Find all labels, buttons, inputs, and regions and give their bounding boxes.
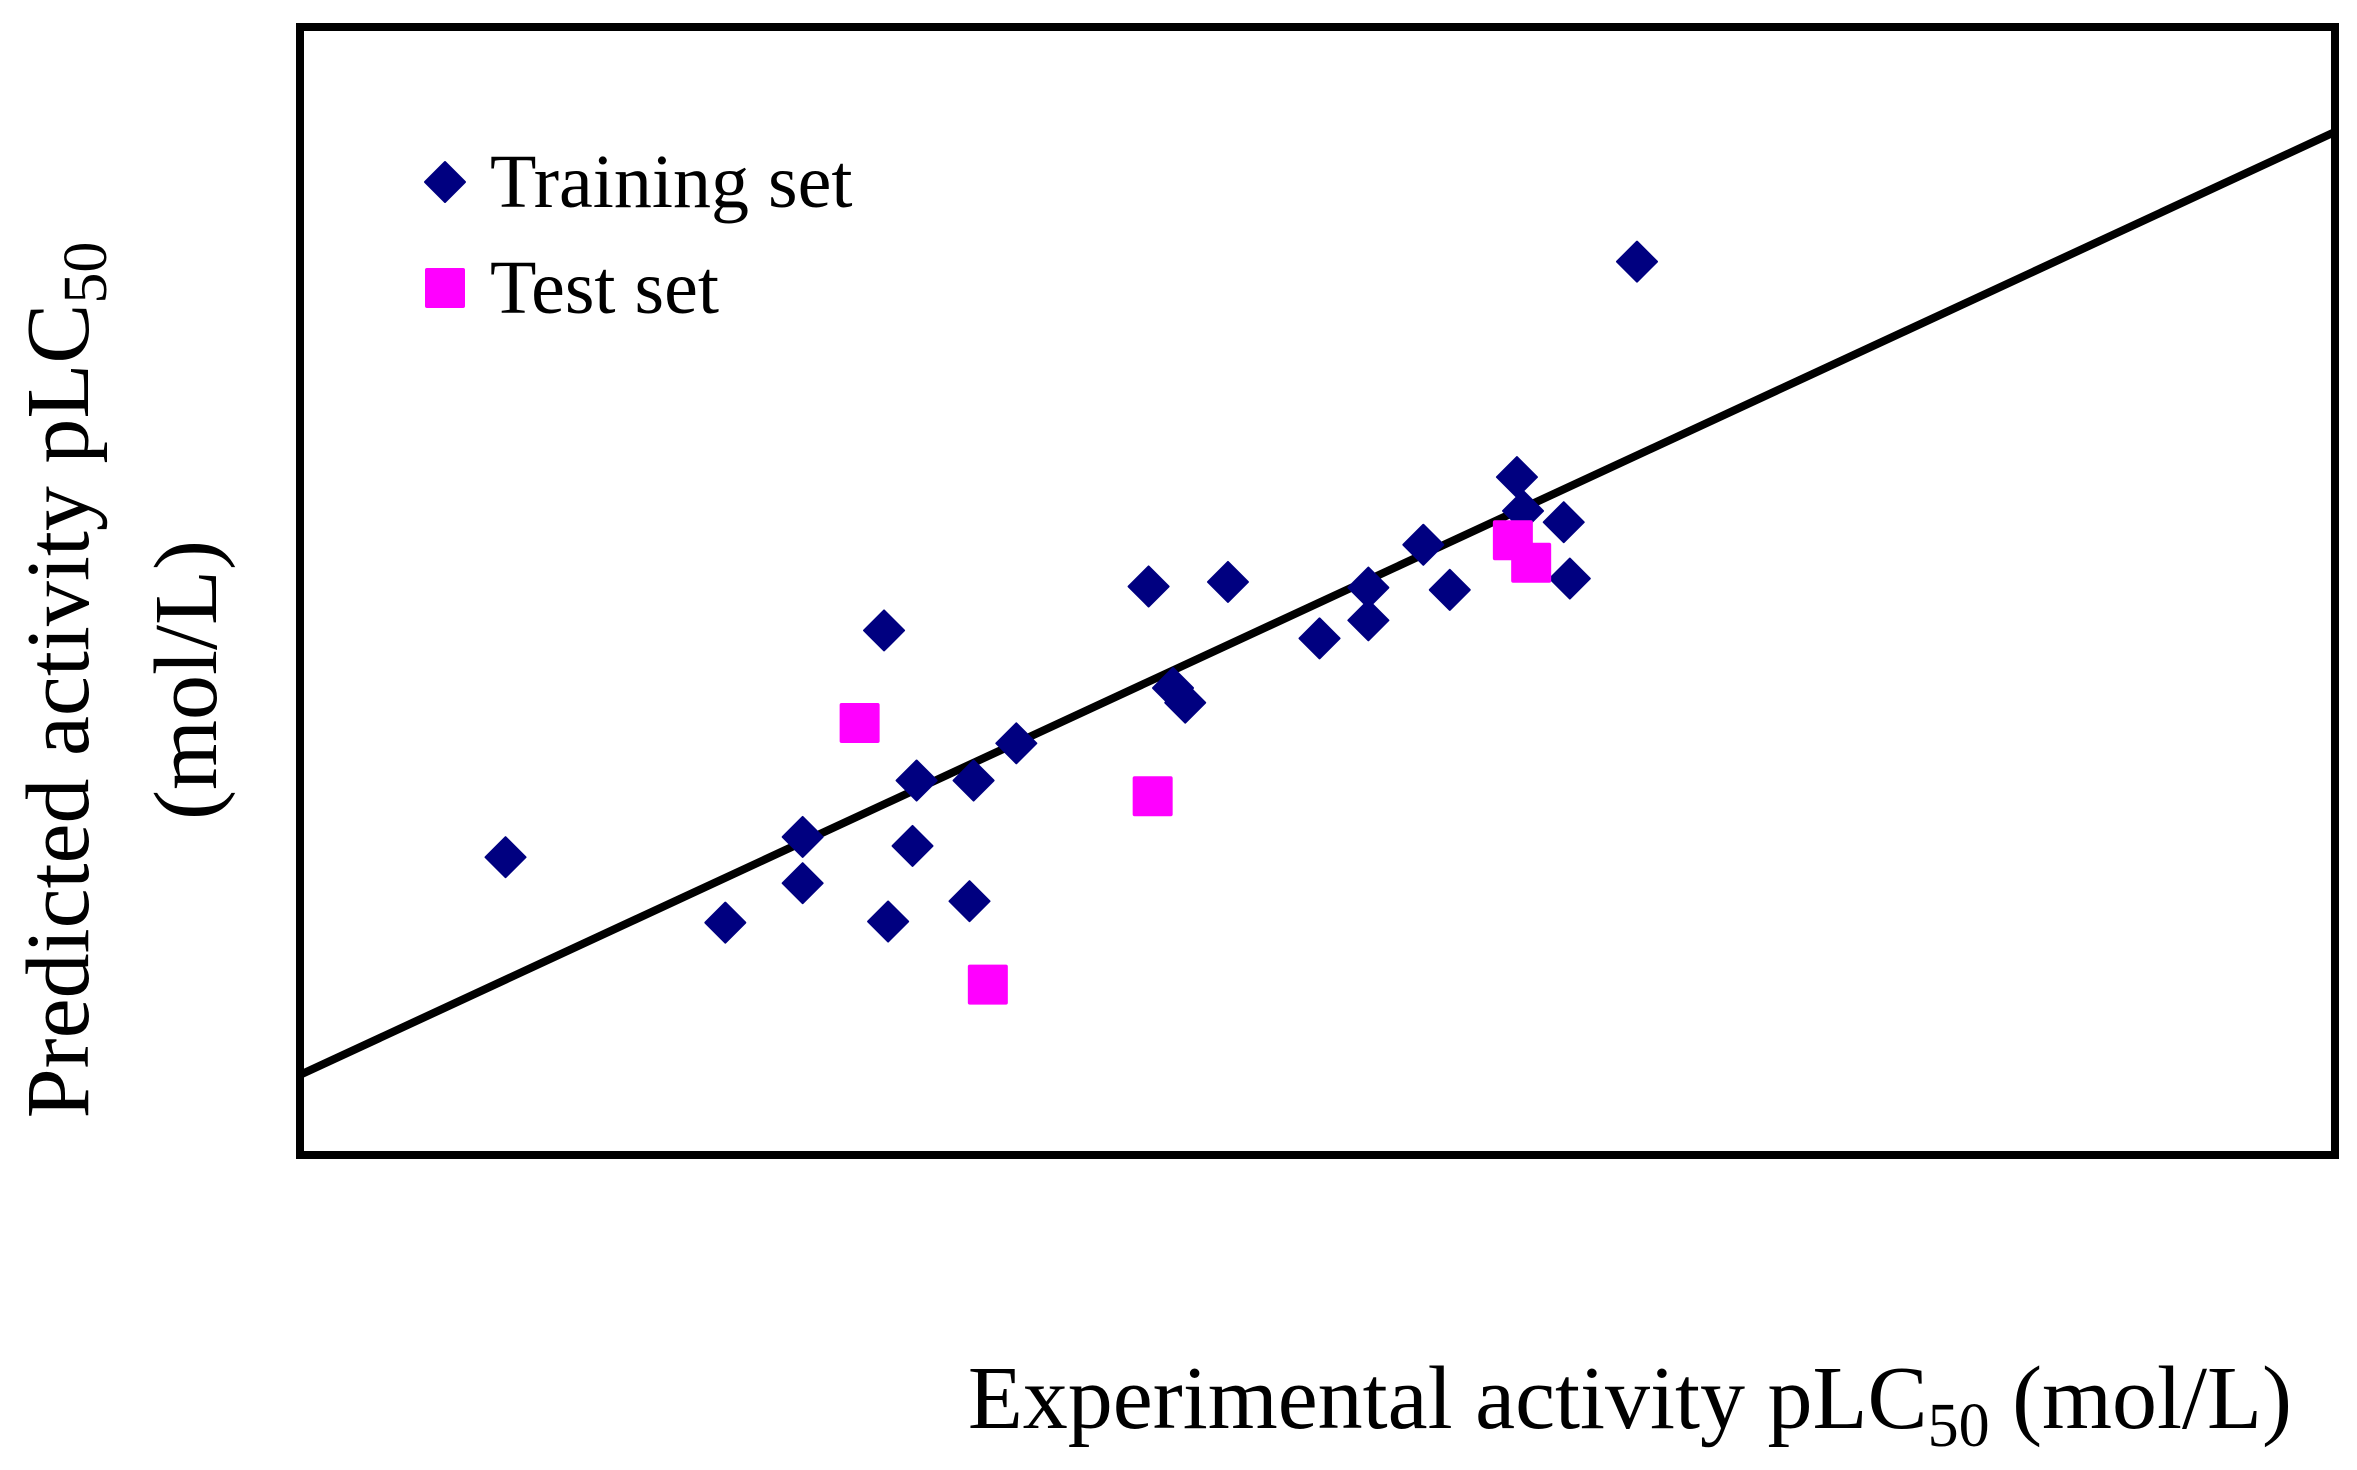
legend-item-test: Test set: [425, 246, 719, 330]
legend-item-training: Training set: [424, 140, 852, 224]
x-axis-label-suffix: (mol/L): [1990, 1349, 2292, 1448]
legend-diamond-marker: [424, 161, 466, 203]
training-point: [995, 722, 1038, 765]
points-layer: [484, 240, 1658, 1005]
training-point: [952, 759, 995, 802]
x-axis-label-main: Experimental activity pLC: [968, 1349, 1928, 1448]
x-axis-label-subscript: 50: [1928, 1392, 1990, 1460]
test-point: [839, 702, 880, 743]
training-point: [704, 901, 747, 944]
training-point: [1164, 681, 1207, 724]
plot-area-frame: [296, 23, 2339, 1159]
training-point: [1542, 501, 1585, 544]
test-point: [1511, 542, 1552, 583]
training-point: [1548, 557, 1591, 600]
training-point: [1428, 568, 1471, 611]
training-point: [1402, 523, 1445, 566]
x-axis-label: Experimental activity pLC50 (mol/L): [968, 1349, 2292, 1460]
training-point: [781, 862, 824, 905]
y-axis-label-main: Predicted activity pLC: [9, 304, 108, 1119]
legend: Training set Test set: [424, 140, 852, 330]
training-point: [1615, 240, 1658, 283]
legend-square-marker: [425, 268, 465, 308]
test-point: [967, 964, 1008, 1005]
test-point: [1132, 776, 1173, 817]
training-point: [863, 609, 906, 652]
training-point: [948, 880, 991, 923]
y-axis-label: Predicted activity pLC50 (mol/L): [9, 242, 236, 1119]
training-point: [484, 836, 527, 879]
legend-label-test: Test set: [490, 246, 719, 330]
training-point: [1206, 560, 1249, 603]
training-point: [891, 824, 934, 867]
y-axis-label-subscript: 50: [52, 242, 120, 304]
training-point: [1127, 565, 1170, 608]
y-axis-label-line1: Predicted activity pLC50: [9, 242, 120, 1119]
regression-line: [298, 128, 2337, 1079]
training-point: [1298, 617, 1341, 660]
training-point: [895, 759, 938, 802]
fit-line-layer: [298, 128, 2337, 1079]
training-point: [867, 900, 910, 943]
legend-label-training: Training set: [490, 140, 852, 224]
training-point: [781, 815, 824, 858]
y-axis-label-line2: (mol/L): [137, 540, 236, 820]
training-point: [1347, 599, 1390, 642]
